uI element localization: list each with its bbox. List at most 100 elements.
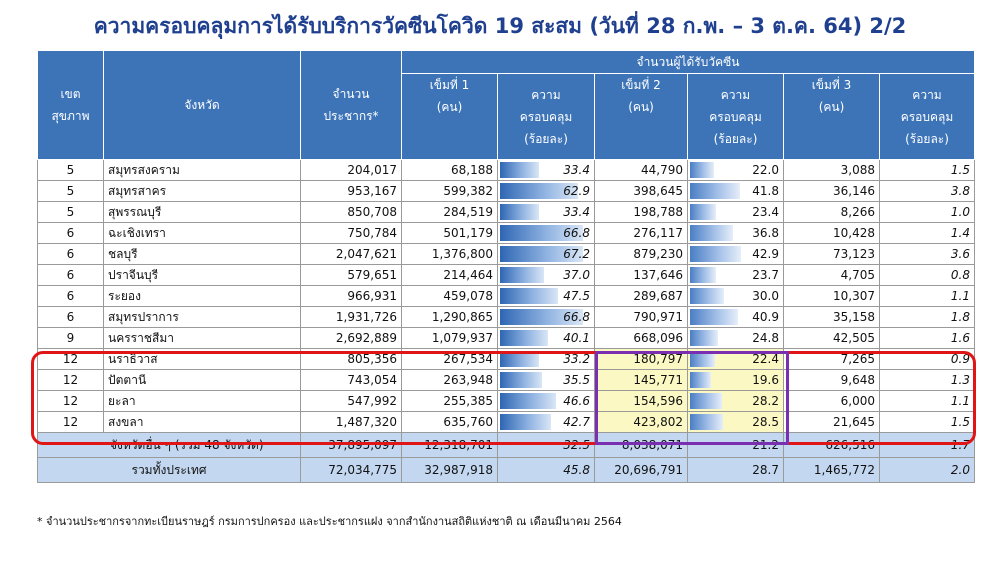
coverage2-bar [690,330,718,346]
coverage2-bar [690,414,723,430]
coverage1-bar [500,414,552,430]
cell-region: 6 [37,306,104,328]
cell-population: 743,054 [300,369,402,391]
cell-region: 6 [37,285,104,307]
cell-province: สมุทรสาคร [103,180,301,202]
cell-dose2: 879,230 [594,243,688,265]
cell-coverage3: 3.6 [878,243,976,265]
cell-dose1: 635,760 [401,411,498,433]
cell-coverage2: 41.8 [687,180,784,202]
cell-dose1: 263,948 [401,369,498,391]
cell-coverage2: 28.5 [687,411,784,433]
summary-coverage1: 45.8 [497,457,595,483]
cell-dose3: 36,146 [783,180,880,202]
cell-population: 750,784 [300,222,402,244]
coverage1-bar [500,162,540,178]
header-coverage1: ความ ครอบคลุม (ร้อยละ) [497,73,595,160]
coverage2-bar [690,162,715,178]
header-vaccinated: จำนวนผู้ได้รับวัคซีน [400,50,976,74]
summary-row-total: รวมทั้งประเทศ 72,034,775 32,987,918 45.8 20,… [37,457,976,483]
cell-population: 966,931 [300,285,402,307]
cell-dose1: 255,385 [401,390,498,412]
cell-dose3: 9,648 [783,369,880,391]
cell-coverage1: 37.0 [497,264,595,286]
cell-dose2: 668,096 [594,327,688,349]
cell-dose1: 214,464 [401,264,498,286]
coverage2-bar [690,267,717,283]
table-row: 6 ฉะเชิงเทรา 750,784 501,179 66.8 276,117 36.8… [37,222,976,244]
coverage1-bar [500,309,583,325]
summary-coverage3: 2.0 [878,457,976,483]
cell-coverage2: 24.8 [687,327,784,349]
cell-dose3: 21,645 [783,411,880,433]
header-coverage2: ความ ครอบคลุม (ร้อยละ) [687,73,784,160]
table-row: 5 สุพรรณบุรี 850,708 284,519 33.4 198,788 23.4… [37,201,976,223]
cell-coverage3: 0.9 [878,348,976,370]
cell-dose1: 1,376,800 [401,243,498,265]
cell-coverage3: 1.6 [878,327,976,349]
coverage1-bar [500,351,540,367]
cell-region: 6 [37,222,104,244]
cell-dose1: 267,534 [401,348,498,370]
coverage1-bar [500,267,544,283]
header-coverage3: ความ ครอบคลุม (ร้อยละ) [878,73,976,160]
cell-dose1: 501,179 [401,222,498,244]
cell-region: 5 [37,201,104,223]
table-row: 9 นครราชสีมา 2,692,889 1,079,937 40.1 668,096… [37,327,976,349]
page-title: ความครอบคลุมการได้รับบริการวัคซีนโควิด 1… [93,14,907,38]
cell-coverage1: 33.4 [497,201,595,223]
cell-dose2: 423,802 [594,411,688,433]
summary-population: 72,034,775 [300,457,402,483]
cell-province: สมุทรปราการ [103,306,301,328]
cell-dose3: 10,307 [783,285,880,307]
header-dose3: เข็มที่ 3 (คน) [783,73,880,160]
table-row: 6 สมุทรปราการ 1,931,726 1,290,865 66.8 790,97… [37,306,976,328]
cell-dose1: 1,079,937 [401,327,498,349]
coverage2-bar [690,246,742,262]
coverage2-bar [690,372,712,388]
cell-coverage1: 66.8 [497,306,595,328]
cell-region: 5 [37,159,104,181]
cell-province: นครราชสีมา [103,327,301,349]
coverage1-bar [500,225,583,241]
cell-province: สมุทรสงคราม [103,159,301,181]
summary-dose3: 626,516 [783,432,880,458]
cell-population: 2,692,889 [300,327,402,349]
cell-coverage1: 67.2 [497,243,595,265]
table-row: 12 สงขลา 1,487,320 635,760 42.7 423,802 28.5 21… [37,411,976,433]
coverage2-bar [690,309,739,325]
cell-region: 6 [37,243,104,265]
cell-dose1: 284,519 [401,201,498,223]
table-row: 5 สมุทรสาคร 953,167 599,382 62.9 398,645 41.8 3… [37,180,976,202]
coverage2-bar [690,351,715,367]
summary-label: รวมทั้งประเทศ [37,457,301,483]
coverage2-bar [690,183,740,199]
coverage2-bar [690,393,723,409]
footnote: * จำนวนประชากรจากทะเบียนราษฎร์ กรมการปกค… [37,515,622,528]
summary-coverage1: 32.5 [497,432,595,458]
summary-coverage2: 21.2 [687,432,784,458]
cell-coverage3: 1.1 [878,390,976,412]
header-dose2: เข็มที่ 2 (คน) [594,73,688,160]
cell-coverage3: 1.5 [878,411,976,433]
coverage1-bar [500,204,540,220]
header-dose1: เข็มที่ 1 (คน) [401,73,498,160]
cell-coverage1: 33.2 [497,348,595,370]
cell-dose3: 73,123 [783,243,880,265]
summary-row-others: จังหวัดอื่น ๆ (รวม 48 จังหวัด) 37,895,097… [37,432,976,458]
summary-dose1: 12,318,701 [401,432,498,458]
cell-province: ยะลา [103,390,301,412]
cell-population: 1,931,726 [300,306,402,328]
cell-coverage2: 28.2 [687,390,784,412]
cell-population: 850,708 [300,201,402,223]
cell-population: 547,992 [300,390,402,412]
cell-coverage2: 42.9 [687,243,784,265]
cell-dose3: 3,088 [783,159,880,181]
coverage2-bar [690,225,734,241]
coverage1-bar [500,288,558,304]
coverage1-bar [500,246,584,262]
cell-dose2: 154,596 [594,390,688,412]
cell-region: 5 [37,180,104,202]
cell-coverage2: 22.0 [687,159,784,181]
cell-dose3: 42,505 [783,327,880,349]
